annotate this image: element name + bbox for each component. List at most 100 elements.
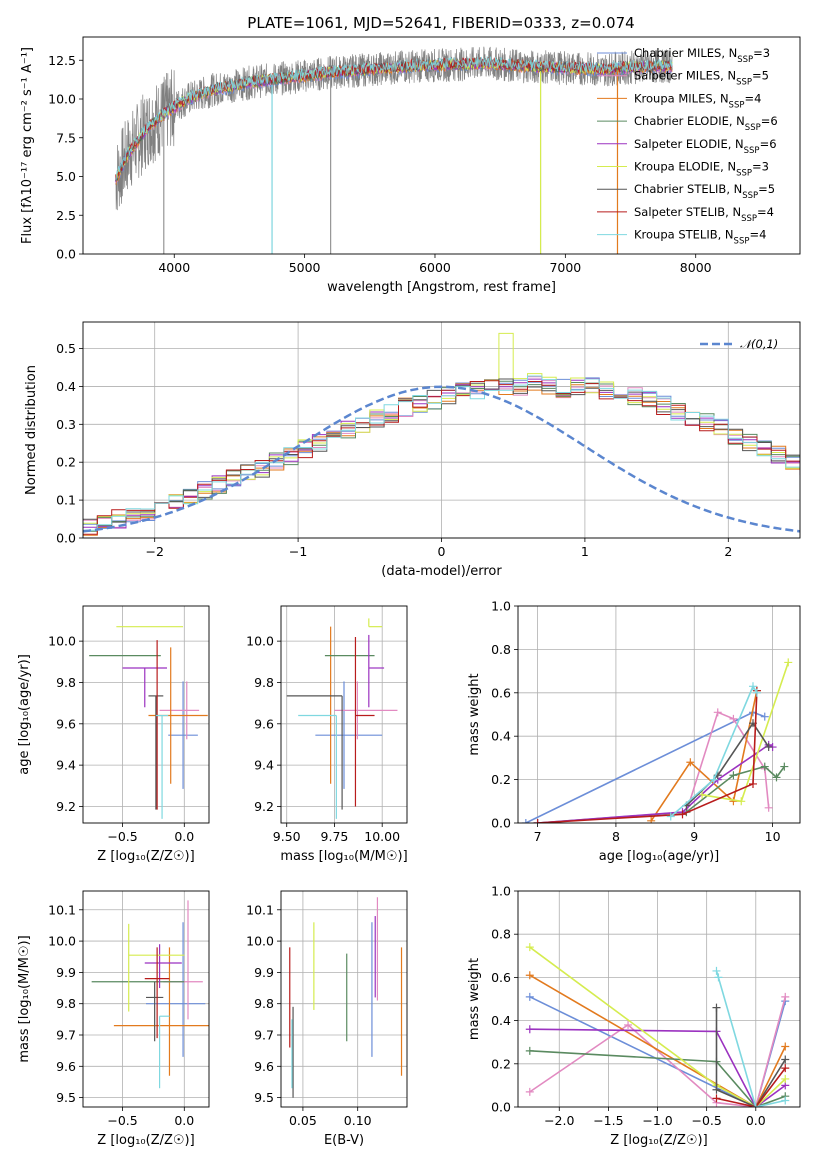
y-tick-label: 9.7 [56, 1028, 76, 1043]
errorbar-point-5 [128, 923, 185, 1012]
y-tick-label: 9.6 [56, 1059, 76, 1074]
y-tick-label: 10.0 [48, 634, 76, 649]
y-tick-label: 0.8 [491, 642, 511, 657]
errorbar-point-4 [144, 944, 182, 989]
y-tick-label: 0.4 [491, 1013, 511, 1028]
gaussian-curve [83, 385, 800, 533]
legend-entry-1: Salpeter MILES, NSSP=5 [634, 69, 769, 88]
x-tick-label: −2 [145, 544, 163, 559]
weight-line-8 [715, 970, 786, 1107]
weight-marker [714, 973, 723, 982]
legend-entry-8: Kroupa STELIB, NSSP=4 [634, 228, 766, 247]
x-axis-label: wavelength [Angstrom, rest frame] [327, 280, 556, 295]
errorbar-point-1 [159, 681, 200, 740]
weight-marker [525, 1025, 534, 1034]
weight-marker [712, 1085, 721, 1094]
axes-frame [82, 36, 801, 255]
weight-marker [749, 779, 757, 788]
y-tick-label: 10.0 [246, 934, 274, 949]
legend-entry-3: Chabrier ELODIE, NSSP=6 [634, 114, 778, 133]
y-tick-label: 0.6 [491, 970, 511, 985]
weight-marker [709, 775, 718, 784]
y-tick-label: 0.8 [491, 927, 511, 942]
x-tick-label: −0.5 [107, 829, 137, 844]
weight-marker [729, 714, 738, 723]
panel-residuals: −2 −1 0 1 2 0.0 0.1 0.2 0.3 0.4 0.5 (data-model)/er… [24, 321, 801, 579]
residual-histogram-8 [83, 375, 800, 531]
weight-line-5 [701, 662, 790, 803]
y-tick-label: 9.7 [254, 1028, 274, 1043]
weight-marker [749, 682, 757, 691]
axes-frame [82, 321, 801, 539]
plot-area-weight-vs-Z [525, 943, 790, 1107]
x-axis-label: (data-model)/error [381, 564, 502, 579]
weight-line-2 [529, 974, 787, 1107]
spectrum-legend: Chabrier MILES, NSSP=3 Salpeter MILES, NS… [597, 46, 778, 247]
y-tick-label: 10.0 [246, 634, 274, 649]
residual-histogram-0 [83, 377, 800, 530]
x-tick-label: 9.50 [273, 829, 301, 844]
plot-area-residuals [83, 332, 800, 537]
axes-frame [280, 605, 408, 824]
x-tick-label: 7 [534, 829, 542, 844]
panel-mass-vs-EBV: 0.05 0.10 9.5 9.6 9.7 9.8 9.9 10.0 10.1 E(B-V) [246, 890, 408, 1148]
x-tick-label: 2 [724, 544, 732, 559]
y-tick-label: 1.0 [491, 599, 511, 614]
weight-marker [781, 1074, 790, 1083]
weight-marker [764, 743, 773, 752]
weight-marker [781, 1055, 790, 1064]
axes-frame [280, 890, 408, 1108]
y-tick-label: 9.8 [254, 675, 274, 690]
weight-marker [525, 943, 534, 952]
weight-marker [781, 992, 790, 1001]
x-tick-label: −0.5 [691, 1113, 721, 1128]
axes-frame [517, 890, 801, 1108]
x-tick-label: 6000 [419, 260, 451, 275]
weight-line-7 [716, 1067, 786, 1107]
weight-line-7 [537, 690, 758, 823]
weight-line-3 [537, 765, 785, 823]
weight-marker [729, 771, 738, 780]
weight-marker [784, 658, 793, 667]
x-axis-label: Z [log₁₀(Z/Z☉)] [610, 1133, 707, 1148]
x-tick-label: 9 [690, 829, 698, 844]
x-axis-label: Z [log₁₀(Z/Z☉)] [97, 849, 194, 864]
plot-area-weight-vs-age [521, 658, 793, 823]
legend-entry-0: Chabrier MILES, NSSP=3 [634, 46, 770, 65]
y-tick-label: 9.6 [254, 716, 274, 731]
x-tick-label: 10 [765, 829, 781, 844]
y-axis-label: Normed distribution [24, 365, 39, 495]
x-tick-label: −0.5 [107, 1113, 137, 1128]
errorbar-point-6 [286, 695, 343, 810]
plot-area-age-vs-mass [286, 618, 398, 819]
weight-marker [729, 797, 738, 806]
y-tick-label: 12.5 [48, 53, 76, 68]
y-tick-label: 9.9 [254, 965, 274, 980]
weight-marker [760, 712, 769, 721]
x-tick-label: 0.0 [174, 1113, 194, 1128]
weight-marker [780, 762, 789, 771]
errorbar-point-4 [122, 667, 167, 708]
y-tick-label: 2.5 [56, 208, 76, 223]
weight-line-0 [525, 711, 766, 823]
panel-spectrum: 4000 5000 6000 7000 8000 0.0 2.5 5.0 7.5 10.0 12.5… [20, 36, 801, 295]
axes-frame [517, 605, 801, 824]
residual-histogram-6 [83, 378, 800, 529]
axes-frame [82, 605, 210, 824]
y-tick-label: 9.8 [254, 996, 274, 1011]
weight-line-8 [670, 684, 758, 818]
y-tick-label: 10.0 [48, 92, 76, 107]
y-tick-label: 0.2 [56, 455, 76, 470]
y-axis-label: mass [log₁₀(M/M☉)] [17, 935, 32, 1062]
errorbar-point-0 [168, 681, 198, 789]
weight-marker [760, 762, 769, 771]
y-tick-label: 9.2 [254, 799, 274, 814]
errorbar-point-7 [144, 947, 170, 1039]
legend-entry-4: Salpeter ELODIE, NSSP=6 [634, 137, 777, 156]
x-tick-label: 7000 [549, 260, 581, 275]
plot-area-mass-vs-Z [91, 900, 209, 1089]
weight-marker [764, 803, 773, 812]
errorbar-point-1 [334, 681, 398, 740]
errorbar-point-0 [146, 922, 206, 1057]
y-tick-label: 5.0 [56, 169, 76, 184]
